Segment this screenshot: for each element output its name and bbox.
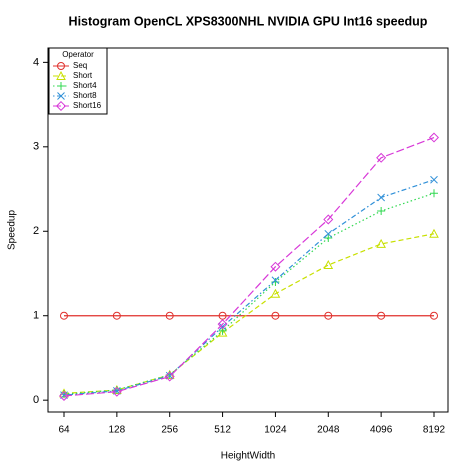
- legend-label: Short8: [73, 91, 97, 100]
- x-tick-label: 512: [214, 425, 231, 436]
- point: [112, 311, 121, 320]
- point: [430, 311, 438, 320]
- y-tick-label: 2: [33, 225, 39, 237]
- chart-title: Histogram OpenCL XPS8300NHL NVIDIA GPU I…: [69, 14, 428, 28]
- x-tick-label: 2048: [317, 425, 340, 436]
- point: [217, 327, 228, 337]
- point: [271, 311, 280, 320]
- legend-marker: [56, 70, 66, 80]
- point: [111, 386, 122, 397]
- point: [323, 214, 334, 225]
- point: [377, 193, 385, 202]
- point: [324, 234, 333, 243]
- point: [430, 189, 438, 198]
- plot-frame: [47, 47, 449, 413]
- legend-label: Short: [73, 71, 93, 80]
- point: [376, 238, 386, 248]
- point: [377, 311, 386, 320]
- legend-title: Operator: [62, 50, 94, 59]
- y-tick-label: 4: [33, 56, 39, 68]
- legend-marker: [55, 100, 67, 112]
- point: [217, 319, 228, 330]
- point: [430, 175, 438, 184]
- x-tick-label: 8192: [423, 425, 446, 436]
- point: [165, 311, 174, 320]
- y-tick-label: 0: [33, 394, 39, 406]
- series-line: [63, 179, 435, 396]
- point: [60, 311, 68, 320]
- point: [324, 229, 333, 238]
- x-tick-label: 256: [161, 425, 178, 436]
- series-line: [63, 192, 435, 395]
- x-tick-label: 64: [58, 425, 70, 436]
- point: [377, 206, 386, 215]
- series-line: [63, 136, 435, 397]
- point: [376, 152, 387, 163]
- legend-label: Short4: [73, 81, 97, 90]
- series-line: [63, 233, 435, 395]
- y-axis-label: Speedup: [7, 210, 18, 250]
- y-tick-label: 1: [33, 310, 39, 322]
- legend-box: [48, 47, 108, 115]
- legend-label: Seq: [73, 61, 87, 70]
- x-tick-label: 128: [109, 425, 126, 436]
- point: [218, 322, 227, 331]
- legend-marker: [57, 62, 65, 70]
- point: [271, 276, 280, 285]
- point: [324, 311, 333, 320]
- point: [429, 228, 439, 238]
- y-tick-label: 3: [33, 141, 39, 153]
- x-tick-label: 4096: [370, 425, 393, 436]
- x-tick-label: 1024: [264, 425, 287, 436]
- point: [428, 132, 440, 143]
- x-axis-label: HeightWidth: [221, 451, 275, 462]
- point: [270, 288, 281, 298]
- point: [58, 390, 70, 401]
- point: [323, 259, 334, 270]
- legend-marker: [57, 92, 65, 100]
- legend-label: Short16: [73, 101, 102, 110]
- point: [270, 261, 281, 272]
- legend-marker: [57, 82, 65, 90]
- point: [164, 371, 175, 382]
